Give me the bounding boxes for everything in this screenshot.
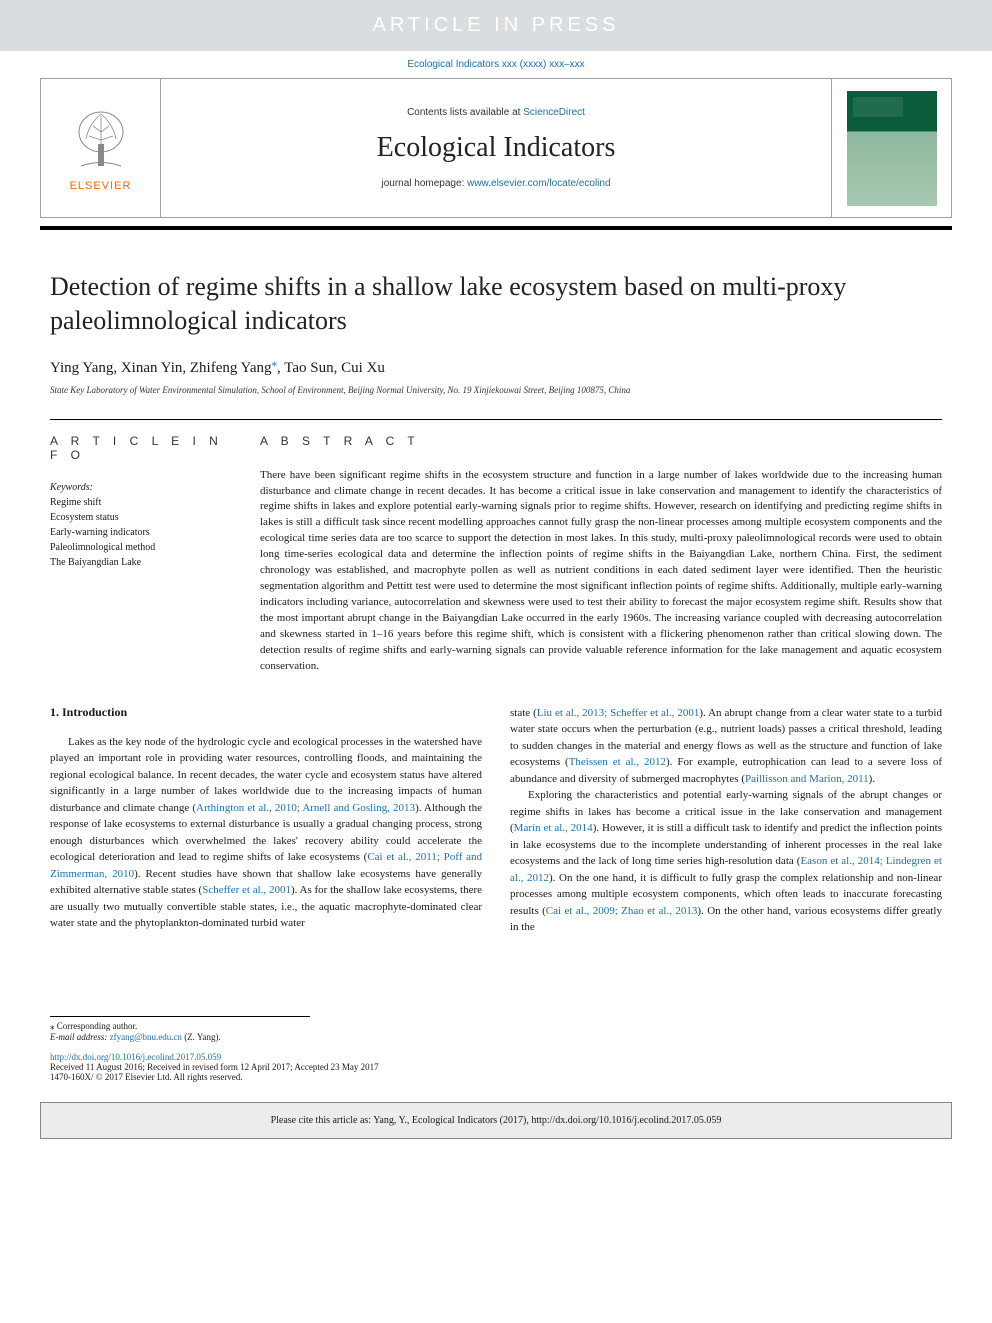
sciencedirect-link[interactable]: ScienceDirect — [523, 107, 585, 118]
article-in-press-banner: ARTICLE IN PRESS — [0, 0, 992, 51]
article-info-column: A R T I C L E I N F O Keywords: Regime s… — [50, 419, 260, 675]
email-name: (Z. Yang). — [182, 1032, 221, 1042]
publisher-cell: ELSEVIER — [41, 79, 161, 217]
corresponding-footer: ⁎ Corresponding author. E-mail address: … — [50, 1016, 310, 1042]
contents-prefix: Contents lists available at — [407, 107, 523, 118]
article-info-heading: A R T I C L E I N F O — [50, 434, 236, 462]
doi-link[interactable]: http://dx.doi.org/10.1016/j.ecolind.2017… — [50, 1052, 221, 1062]
affiliation: State Key Laboratory of Water Environmen… — [50, 385, 942, 395]
citation-link[interactable]: Theissen et al., 2012 — [569, 756, 666, 768]
article-body: Detection of regime shifts in a shallow … — [0, 230, 992, 956]
corresponding-label: ⁎ Corresponding author. — [50, 1021, 310, 1032]
body-column-right: state (Liu et al., 2013; Scheffer et al.… — [510, 705, 942, 936]
body-columns: 1. Introduction Lakes as the key node of… — [50, 705, 942, 936]
journal-cover-thumbnail — [847, 91, 937, 206]
text-run: ). — [869, 773, 875, 785]
text-run: state ( — [510, 707, 537, 719]
received-line: Received 11 August 2016; Received in rev… — [50, 1062, 942, 1072]
paragraph: Exploring the characteristics and potent… — [510, 787, 942, 936]
abstract-heading: A B S T R A C T — [260, 434, 942, 448]
homepage-line: journal homepage: www.elsevier.com/locat… — [169, 178, 823, 189]
homepage-prefix: journal homepage: — [381, 178, 467, 189]
email-line: E-mail address: zfyang@bnu.edu.cn (Z. Ya… — [50, 1032, 310, 1042]
copyright-line: 1470-160X/ © 2017 Elsevier Ltd. All righ… — [50, 1072, 942, 1082]
paragraph: Lakes as the key node of the hydrologic … — [50, 734, 482, 932]
authors-post: , Tao Sun, Cui Xu — [277, 360, 385, 376]
journal-name: Ecological Indicators — [169, 132, 823, 164]
email-label: E-mail address: — [50, 1032, 110, 1042]
contents-line: Contents lists available at ScienceDirec… — [169, 107, 823, 118]
article-title: Detection of regime shifts in a shallow … — [50, 270, 942, 338]
top-citation: Ecological Indicators xxx (xxxx) xxx–xxx — [0, 51, 992, 78]
journal-header: ELSEVIER Contents lists available at Sci… — [40, 78, 952, 218]
keyword-item: The Baiyangdian Lake — [50, 555, 236, 570]
citation-link[interactable]: Liu et al., 2013; Scheffer et al., 2001 — [537, 707, 700, 719]
header-center: Contents lists available at ScienceDirec… — [161, 99, 831, 197]
email-link[interactable]: zfyang@bnu.edu.cn — [110, 1032, 182, 1042]
info-abstract-row: A R T I C L E I N F O Keywords: Regime s… — [50, 419, 942, 675]
cover-cell — [831, 79, 951, 217]
authors-line: Ying Yang, Xinan Yin, Zhifeng Yang⁎, Tao… — [50, 356, 942, 377]
paragraph: state (Liu et al., 2013; Scheffer et al.… — [510, 705, 942, 788]
citation-link[interactable]: Marín et al., 2014 — [514, 822, 593, 834]
citation-link[interactable]: Arthington et al., 2010; Arnell and Gosl… — [196, 802, 415, 814]
keyword-item: Regime shift — [50, 495, 236, 510]
citation-link[interactable]: Scheffer et al., 2001 — [202, 884, 291, 896]
homepage-link[interactable]: www.elsevier.com/locate/ecolind — [467, 178, 610, 189]
body-column-left: 1. Introduction Lakes as the key node of… — [50, 705, 482, 936]
keyword-item: Ecosystem status — [50, 510, 236, 525]
citation-link[interactable]: Cai et al., 2009; Zhao et al., 2013 — [546, 905, 698, 917]
section-heading: 1. Introduction — [50, 705, 482, 720]
keyword-item: Paleolimnological method — [50, 540, 236, 555]
citation-link[interactable]: Paillisson and Marion, 2011 — [745, 773, 869, 785]
footer-meta: http://dx.doi.org/10.1016/j.ecolind.2017… — [50, 1052, 942, 1082]
keywords-label: Keywords: — [50, 482, 236, 493]
please-cite-box: Please cite this article as: Yang, Y., E… — [40, 1102, 952, 1139]
publisher-label: ELSEVIER — [70, 180, 132, 192]
abstract-text: There have been significant regime shift… — [260, 468, 942, 675]
elsevier-tree-icon — [71, 104, 131, 174]
abstract-column: A B S T R A C T There have been signific… — [260, 419, 942, 675]
authors-pre: Ying Yang, Xinan Yin, Zhifeng Yang — [50, 360, 272, 376]
keyword-item: Early-warning indicators — [50, 525, 236, 540]
